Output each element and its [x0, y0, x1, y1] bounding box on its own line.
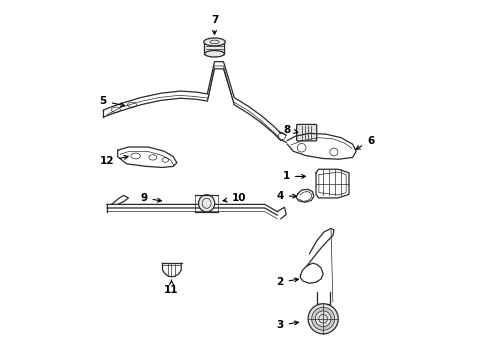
Ellipse shape — [205, 50, 224, 57]
Text: 9: 9 — [140, 193, 161, 203]
Text: 4: 4 — [276, 191, 296, 201]
Circle shape — [315, 311, 331, 327]
FancyBboxPatch shape — [204, 41, 224, 55]
Circle shape — [308, 304, 338, 334]
Text: 10: 10 — [223, 193, 246, 203]
Text: 1: 1 — [283, 171, 306, 181]
Text: 8: 8 — [284, 125, 298, 135]
Circle shape — [312, 307, 335, 330]
Ellipse shape — [198, 195, 215, 212]
Text: 2: 2 — [276, 277, 298, 287]
Ellipse shape — [204, 38, 225, 46]
Text: 5: 5 — [99, 96, 124, 107]
FancyBboxPatch shape — [296, 125, 317, 141]
Text: 3: 3 — [276, 320, 298, 330]
Text: 12: 12 — [99, 156, 128, 166]
Text: 6: 6 — [356, 136, 374, 149]
Text: 7: 7 — [211, 15, 218, 34]
Text: 11: 11 — [164, 280, 179, 296]
